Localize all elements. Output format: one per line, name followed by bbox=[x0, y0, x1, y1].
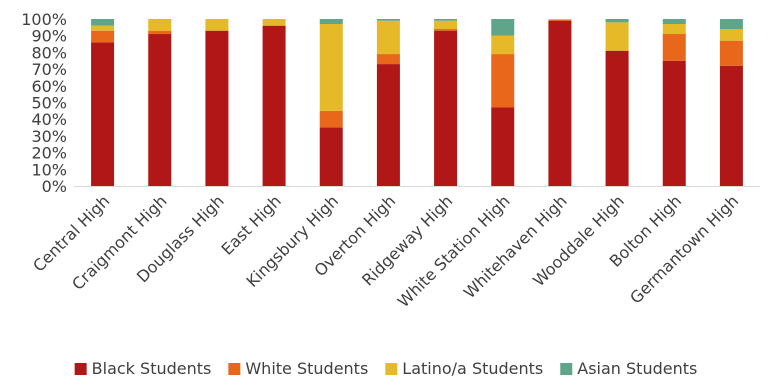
bar-latino-a-students-germantown-high bbox=[719, 29, 743, 41]
bar-asian-students-wooddale-high bbox=[605, 19, 629, 23]
y-tick-label: 70% bbox=[31, 60, 67, 79]
y-tick-label: 40% bbox=[31, 110, 67, 129]
bar-white-students-whitehaven-high bbox=[548, 19, 572, 21]
y-tick-label: 0% bbox=[42, 177, 67, 196]
legend: Black Students White Students Latino/a Stu… bbox=[74, 359, 697, 378]
y-tick-label: 20% bbox=[31, 144, 67, 163]
bar-asian-students-overton-high bbox=[376, 19, 400, 21]
bar-white-students-overton-high bbox=[376, 54, 400, 65]
bar-asian-students-bolton-high bbox=[662, 19, 686, 25]
legend-swatch bbox=[385, 363, 398, 375]
legend-item-black-students: Black Students bbox=[74, 359, 212, 378]
bar-latino-a-students-douglass-high bbox=[205, 19, 229, 31]
bar-latino-a-students-overton-high bbox=[376, 20, 400, 55]
y-tick-label: 50% bbox=[31, 94, 67, 113]
legend-label: Black Students bbox=[92, 359, 212, 378]
bar-black-students-wooddale-high bbox=[605, 50, 629, 187]
bar-latino-a-students-whitehaven-high bbox=[548, 19, 572, 20]
bar-asian-students-white-station-high bbox=[491, 19, 515, 36]
y-axis: 0%10%20%30%40%50%60%70%80%90%100% bbox=[21, 10, 67, 196]
bar-latino-a-students-craigmont-high bbox=[148, 19, 172, 31]
bar-white-students-bolton-high bbox=[662, 34, 686, 61]
bar-group-central-high bbox=[91, 19, 115, 186]
bar-black-students-central-high bbox=[91, 42, 115, 186]
legend-swatch bbox=[560, 363, 573, 375]
bar-black-students-bolton-high bbox=[662, 60, 686, 186]
bar-group-germantown-high bbox=[719, 19, 743, 186]
bar-black-students-whitehaven-high bbox=[548, 20, 572, 187]
bar-group-craigmont-high bbox=[148, 19, 172, 186]
y-tick-label: 90% bbox=[31, 27, 67, 46]
bar-white-students-germantown-high bbox=[719, 40, 743, 66]
legend-item-white-students: White Students bbox=[228, 359, 368, 378]
bar-asian-students-kingsbury-high bbox=[319, 19, 343, 25]
bar-group-ridgeway-high bbox=[434, 19, 458, 186]
bar-white-students-kingsbury-high bbox=[319, 110, 343, 128]
bar-group-overton-high bbox=[376, 19, 400, 186]
bar-latino-a-students-wooddale-high bbox=[605, 22, 629, 51]
y-tick-label: 80% bbox=[31, 43, 67, 62]
bar-white-students-central-high bbox=[91, 30, 115, 43]
bar-group-wooddale-high bbox=[605, 19, 629, 187]
legend-item-latino-a-students: Latino/a Students bbox=[385, 359, 543, 378]
bar-black-students-kingsbury-high bbox=[319, 127, 343, 186]
y-tick-label: 100% bbox=[21, 10, 67, 29]
bar-black-students-douglass-high bbox=[205, 30, 229, 186]
bars bbox=[91, 19, 743, 187]
bar-latino-a-students-bolton-high bbox=[662, 24, 686, 35]
bar-white-students-ridgeway-high bbox=[434, 29, 458, 31]
bar-asian-students-germantown-high bbox=[719, 19, 743, 30]
bar-latino-a-students-ridgeway-high bbox=[434, 20, 458, 30]
legend-swatch bbox=[228, 363, 241, 375]
bar-group-east-high bbox=[262, 19, 286, 187]
legend-item-asian-students: Asian Students bbox=[560, 359, 697, 378]
bar-latino-a-students-kingsbury-high bbox=[319, 24, 343, 111]
bar-black-students-east-high bbox=[262, 25, 286, 187]
bar-latino-a-students-east-high bbox=[262, 19, 286, 26]
bar-white-students-craigmont-high bbox=[148, 30, 172, 35]
bar-latino-a-students-white-station-high bbox=[491, 35, 515, 55]
x-tick-label: White Station High bbox=[394, 191, 514, 311]
x-tick-label: Germantown High bbox=[626, 191, 742, 307]
bar-asian-students-ridgeway-high bbox=[434, 19, 458, 21]
bar-black-students-craigmont-high bbox=[148, 34, 172, 186]
legend-swatch bbox=[74, 363, 87, 375]
y-tick-label: 60% bbox=[31, 77, 67, 96]
legend-label: White Students bbox=[245, 359, 368, 378]
y-tick-label: 30% bbox=[31, 127, 67, 146]
bar-latino-a-students-central-high bbox=[91, 25, 115, 31]
x-tick-label: Whitehaven High bbox=[460, 191, 571, 302]
bar-group-bolton-high bbox=[662, 19, 686, 186]
bar-group-kingsbury-high bbox=[319, 19, 343, 186]
bar-group-whitehaven-high bbox=[548, 19, 572, 187]
bar-black-students-germantown-high bbox=[719, 65, 743, 186]
legend-label: Asian Students bbox=[577, 359, 697, 378]
bar-white-students-white-station-high bbox=[491, 54, 515, 108]
bar-group-douglass-high bbox=[205, 19, 229, 186]
bar-black-students-white-station-high bbox=[491, 107, 515, 186]
bar-black-students-ridgeway-high bbox=[434, 30, 458, 186]
y-tick-label: 10% bbox=[31, 160, 67, 179]
legend-label: Latino/a Students bbox=[402, 359, 543, 378]
bar-asian-students-central-high bbox=[91, 19, 115, 26]
bar-group-white-station-high bbox=[491, 19, 515, 186]
bar-black-students-overton-high bbox=[376, 64, 400, 186]
